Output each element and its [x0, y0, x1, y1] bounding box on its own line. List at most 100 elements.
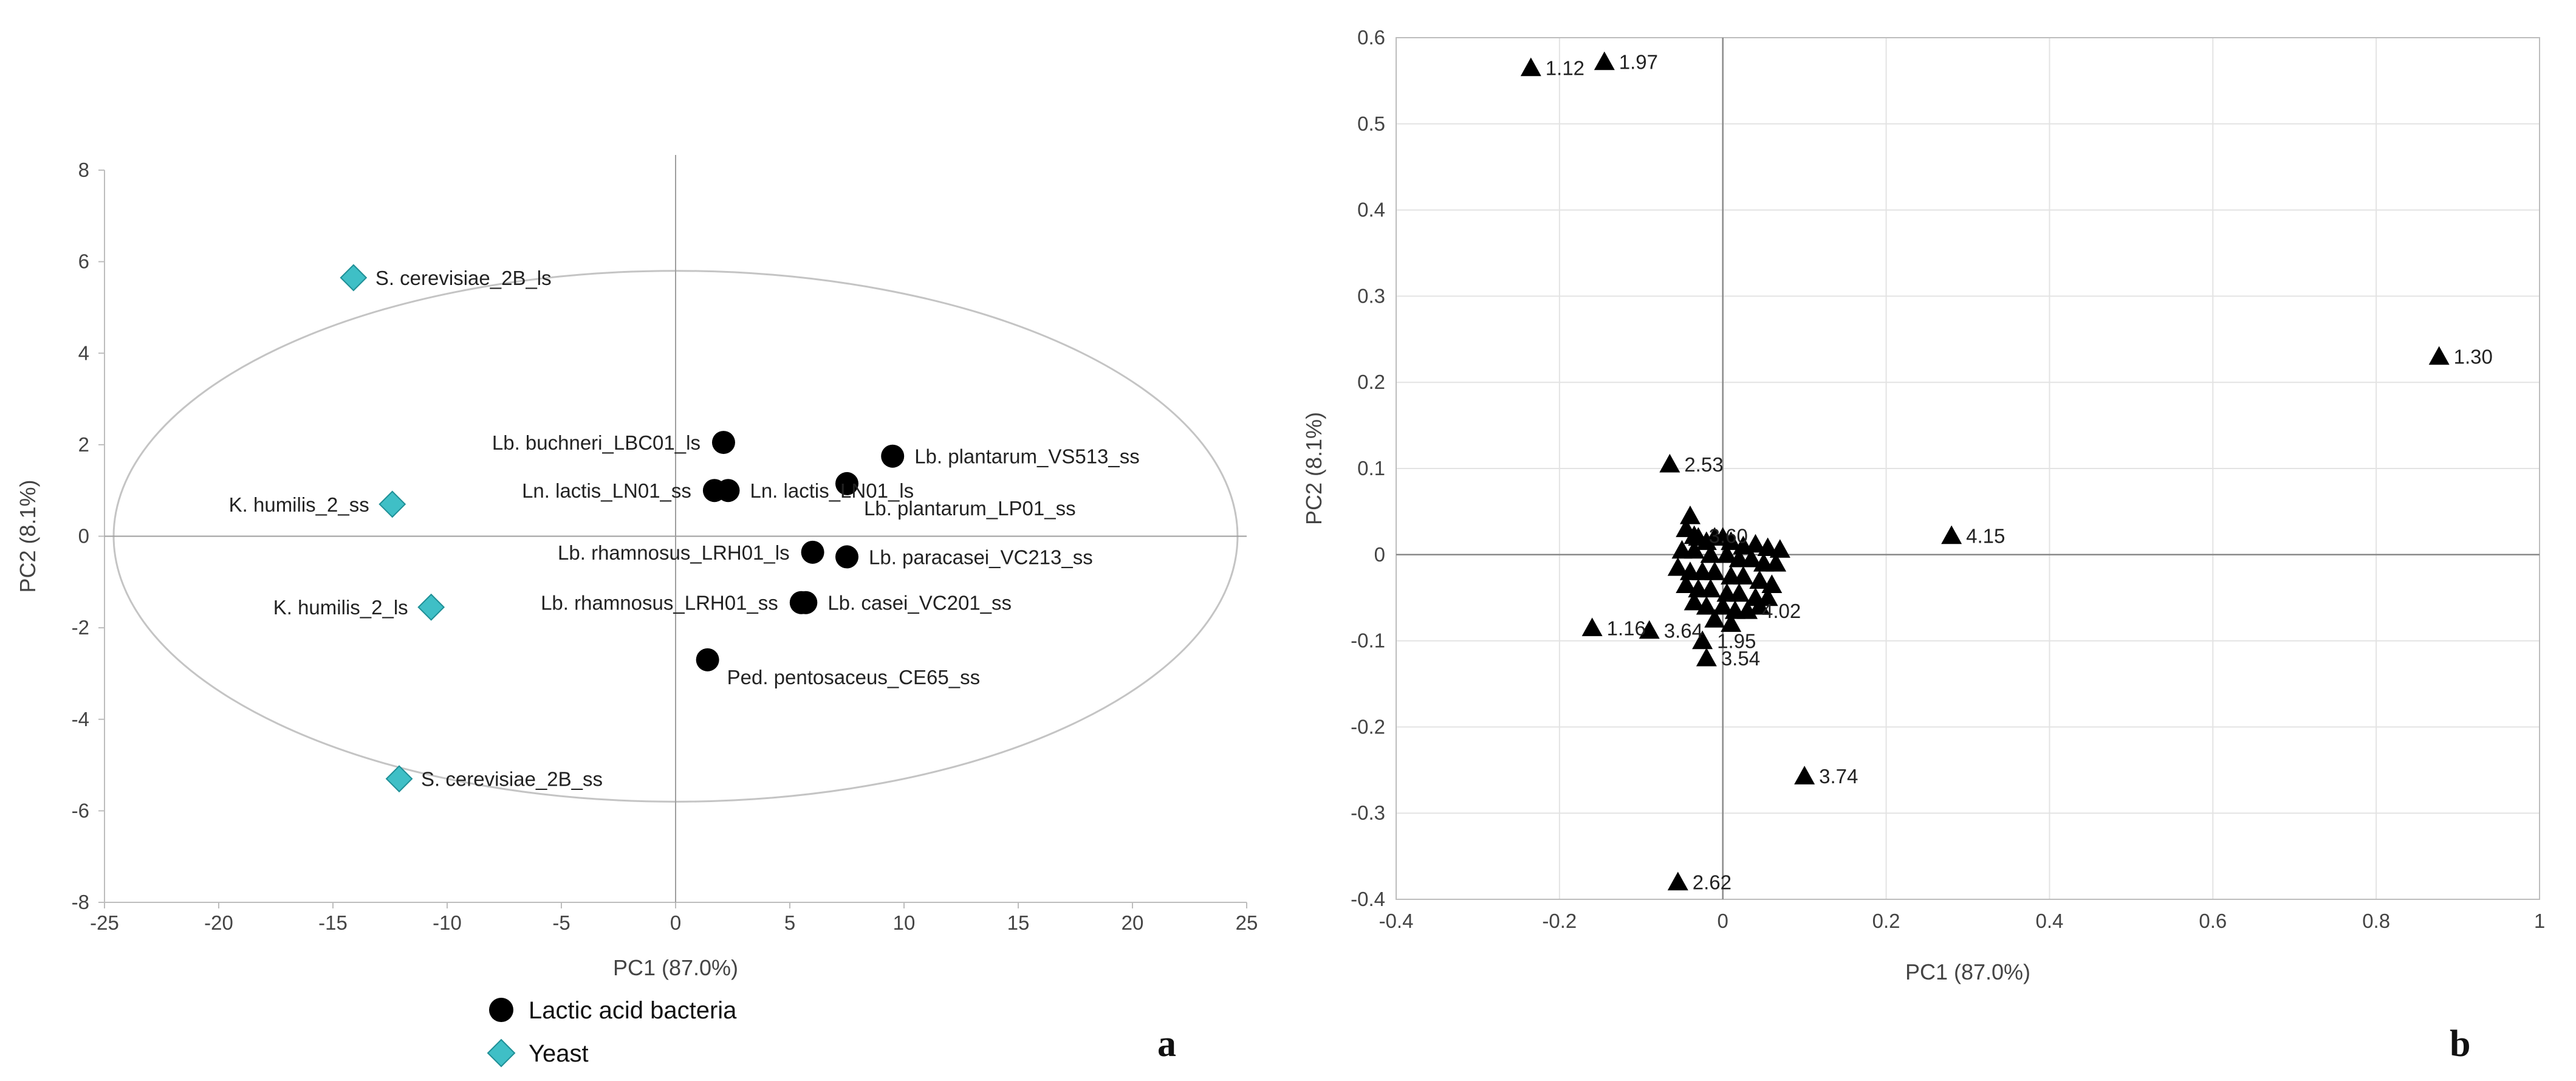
loading-point-3-64	[1639, 620, 1660, 639]
loading-point-3-74	[1794, 766, 1815, 784]
panel-b-y-axis-title: PC2 (8.1%)	[1301, 412, 1326, 525]
label-s-cerevisiae-2b-ss: S. cerevisiae_2B_ss	[421, 768, 603, 791]
loading-label-1-12: 1.12	[1546, 57, 1584, 80]
panel-b-x-tick-label: 0.4	[2035, 910, 2063, 932]
legend-lactic-acid-bacteria-label: Lactic acid bacteria	[529, 997, 737, 1024]
point-lb-rhamnosus-lrh01-ls	[801, 540, 824, 564]
loading-label-1-16: 1.16	[1607, 617, 1646, 639]
point-lb-plantarum-lp01-ss	[835, 472, 858, 495]
label-k-humilis-2-ss: K. humilis_2_ss	[229, 493, 369, 516]
panel-a-y-tick-label: 0	[78, 525, 89, 547]
label-lb-plantarum-lp01-ss: Lb. plantarum_LP01_ss	[864, 497, 1076, 520]
loading-point	[1700, 544, 1721, 563]
loading-point	[1741, 548, 1762, 568]
panel-a-x-tick-label: -10	[433, 911, 462, 934]
panel-b-y-tick-label: 0.6	[1357, 26, 1385, 49]
loading-point	[1704, 561, 1725, 580]
point-lb-paracasei-vc213-ss	[835, 545, 858, 569]
loading-label-1-95: 1.95	[1717, 630, 1756, 653]
label-lb-casei-vc201-ss: Lb. casei_VC201_ss	[827, 592, 1012, 614]
loading-label-3-60: 3.60	[1709, 525, 1748, 547]
loading-point	[1684, 540, 1705, 559]
panel-b-x-tick-label: 0.6	[2199, 910, 2227, 932]
loading-point	[1721, 531, 1742, 551]
loading-point-1-95	[1692, 630, 1713, 650]
label-lb-rhamnosus-lrh01-ls: Lb. rhamnosus_LRH01_ls	[558, 541, 790, 564]
label-ped-pentosaceus-ce65-ss: Ped. pentosaceus_CE65_ss	[727, 666, 980, 688]
legend-lactic-acid-bacteria-marker	[489, 998, 513, 1022]
panel-a-x-tick-label: -25	[90, 911, 119, 934]
panel-b-y-tick-label: -0.4	[1351, 888, 1385, 910]
loading-point	[1749, 570, 1770, 589]
panel-a-x-tick-label: -15	[318, 911, 348, 934]
label-ln-lactis-ln01-ss: Ln. lactis_LN01_ss	[522, 479, 691, 502]
loading-point	[1769, 539, 1790, 558]
label-lb-paracasei-vc213-ss: Lb. paracasei_VC213_ss	[869, 546, 1093, 568]
panel-b-y-tick-label: 0	[1374, 543, 1385, 566]
loading-point	[1712, 595, 1733, 615]
point-ln-lactis-ln01-ls	[716, 479, 740, 503]
label-lb-plantarum-vs513-ss: Lb. plantarum_VS513_ss	[914, 445, 1140, 468]
panel-a-y-tick-label: 6	[78, 250, 89, 273]
label-lb-buchneri-lbc01-ls: Lb. buchneri_LBC01_ls	[492, 431, 701, 454]
panel-b-plot-frame	[1396, 37, 2540, 900]
loading-point-1-16	[1581, 617, 1603, 636]
loading-point	[1757, 537, 1778, 557]
loading-label-4-02: 4.02	[1762, 600, 1801, 622]
loading-label-3-64: 3.64	[1664, 620, 1703, 642]
panel-a-legend: Lactic acid bacteria Yeast	[487, 997, 737, 1068]
panel-a-x-tick-label: 5	[784, 911, 795, 934]
panel-b-x-tick-label: -0.4	[1379, 910, 1414, 932]
panel-b-letter: b	[2450, 1023, 2470, 1065]
panel-a-y-tick-label: -8	[72, 891, 89, 913]
loading-label-4-15: 4.15	[1966, 525, 2005, 547]
panel-a-x-tick-label: 15	[1007, 911, 1030, 934]
panel-a-y-tick-label: 8	[78, 159, 89, 181]
point-lb-casei-vc201-ss	[794, 591, 818, 614]
loading-point-1-12	[1520, 57, 1541, 77]
label-k-humilis-2-ls: K. humilis_2_ls	[273, 596, 408, 619]
panel-b-x-tick-label: 0.8	[2362, 910, 2390, 932]
loading-label-1-30: 1.30	[2454, 346, 2493, 368]
loading-point	[1716, 544, 1738, 563]
panel-a-x-tick-label: 25	[1236, 911, 1258, 934]
panel-a-x-tick-label: -5	[552, 911, 570, 934]
panel-b-y-tick-label: 0.3	[1357, 284, 1385, 307]
panel-a-y-tick-label: 4	[78, 341, 89, 364]
loading-point	[1761, 574, 1783, 594]
point-lb-plantarum-vs513-ss	[881, 444, 905, 468]
loading-point	[1684, 591, 1705, 611]
panel-a-letter: a	[1157, 1023, 1176, 1065]
panel-b-y-tick-label: 0.5	[1357, 112, 1385, 135]
panel-b-y-tick-label: -0.2	[1351, 715, 1385, 738]
loading-point-4-15	[1941, 525, 1962, 544]
loading-point	[1700, 578, 1721, 598]
panel-a-y-tick-label: -4	[72, 708, 89, 730]
label-s-cerevisiae-2b-ls: S. cerevisiae_2B_ls	[375, 267, 552, 289]
loading-label-3-54: 3.54	[1721, 647, 1760, 670]
loading-point	[1676, 574, 1697, 594]
loading-point-3-54	[1696, 647, 1717, 667]
legend-yeast-marker	[487, 1038, 516, 1068]
panel-b-x-tick-label: 0.2	[1872, 910, 1900, 932]
loading-point	[1728, 583, 1750, 602]
label-ln-lactis-ln01-ls: Ln. lactis_LN01_ls	[750, 479, 914, 502]
panel-a-x-tick-label: -20	[204, 911, 233, 934]
point-ped-pentosaceus-ce65-ss	[696, 648, 719, 671]
point-k-humilis-2-ss	[379, 490, 406, 518]
loading-point-1-30	[2428, 346, 2450, 365]
panel-b-scatter: -0.4 -0.2 0 0.2 0.4 0.6 0.8 1 -0.4 -0.3 -0.2 -0.1 0 0…	[1301, 26, 2545, 1065]
point-s-cerevisiae-2b-ss	[385, 765, 413, 793]
panel-a-y-tick-label: 2	[78, 433, 89, 456]
loading-point-2-62	[1667, 871, 1688, 891]
panel-b-x-tick-label: 1	[2534, 910, 2545, 932]
panel-b-y-tick-label: -0.3	[1351, 801, 1385, 824]
loading-point-3-60	[1684, 525, 1705, 544]
loading-label-2-53: 2.53	[1684, 453, 1723, 476]
panel-b-x-tick-label: 0	[1718, 910, 1728, 932]
panel-a-x-tick-label: 0	[670, 911, 681, 934]
loading-point	[1766, 552, 1787, 572]
panel-a-x-axis-title: PC1 (87.0%)	[613, 955, 738, 980]
